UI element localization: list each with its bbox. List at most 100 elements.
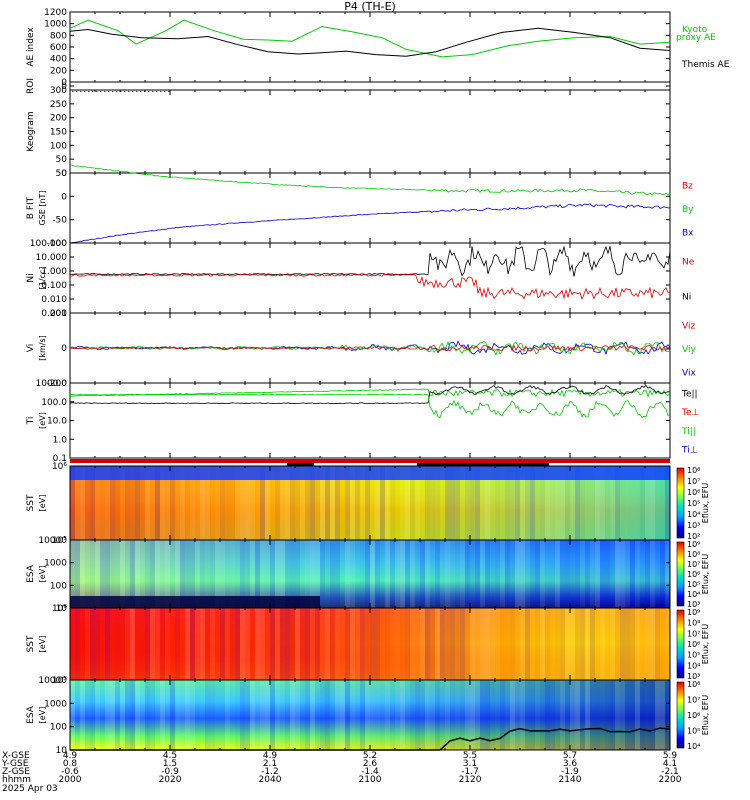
sst-ion-texture xyxy=(245,466,250,540)
esa-ion-texture xyxy=(570,540,575,608)
esa-ion-texture xyxy=(140,540,145,608)
temp-tiperp-line xyxy=(69,393,671,419)
esa-ion-texture xyxy=(145,540,150,608)
roi-point xyxy=(84,91,86,92)
sst-ion-ylabel2: [eV] xyxy=(38,495,47,512)
esa-ion-texture xyxy=(105,540,110,608)
sst-electron-texture xyxy=(215,608,220,680)
sst-electron-ylabel2: [eV] xyxy=(38,636,47,653)
esa-electron-texture xyxy=(340,680,345,750)
sst-electron-texture xyxy=(130,608,135,680)
esa-electron-texture xyxy=(600,680,605,750)
esa-electron-texture xyxy=(105,680,110,750)
keogram-panel-ytick-label: 100 xyxy=(50,141,67,151)
sst-electron-texture xyxy=(295,608,300,680)
esa-electron-texture xyxy=(630,680,635,750)
temp-legend-label: Te⊥ xyxy=(681,408,700,418)
xaxis-value: -2.1 xyxy=(661,767,679,777)
esa-electron-texture xyxy=(270,680,275,750)
sst-electron-texture xyxy=(125,608,130,680)
esa-ion-texture xyxy=(580,540,585,608)
sst-electron-texture xyxy=(165,608,170,680)
sst-electron-texture xyxy=(235,608,240,680)
esa-electron-texture xyxy=(280,680,285,750)
esa-ion-texture xyxy=(505,540,510,608)
sst-electron-texture xyxy=(470,608,475,680)
sst-ion-texture xyxy=(480,466,485,540)
sst-electron-texture xyxy=(250,608,255,680)
esa-electron-texture xyxy=(115,680,120,750)
esa-ion-texture xyxy=(135,540,140,608)
esa-electron-texture xyxy=(240,680,245,750)
keogram-panel-ytick-label: 0 xyxy=(61,169,67,179)
esa-ion-texture xyxy=(300,540,305,608)
sst-electron-colorbar-tick: 10⁶ xyxy=(687,640,700,649)
sst-ion-texture xyxy=(505,466,510,540)
sst-ion-texture xyxy=(385,466,390,540)
sst-electron-texture xyxy=(145,608,150,680)
esa-ion-texture xyxy=(610,540,615,608)
esa-electron-texture xyxy=(500,680,505,750)
sst-ion-colorbar-tick: 10⁵ xyxy=(687,499,700,508)
sst-electron-texture xyxy=(650,608,655,680)
sst-electron-texture xyxy=(220,608,225,680)
roi-point xyxy=(168,91,170,92)
sst-ion-texture xyxy=(215,466,220,540)
sst-electron-texture xyxy=(265,608,270,680)
esa-ion-texture xyxy=(460,540,465,608)
sst-ion-texture xyxy=(175,466,180,540)
bfield-panel-frame xyxy=(69,172,671,244)
sst-ion-colorbar-label: Eflux, EFU xyxy=(701,483,710,524)
esa-electron-texture xyxy=(225,680,230,750)
esa-ion-texture xyxy=(295,540,300,608)
xaxis-value: 2140 xyxy=(559,775,582,785)
bfield-panel-ytick-label: -50 xyxy=(52,216,67,226)
roi-point xyxy=(92,91,94,92)
sst-ion-ylabel: SST xyxy=(26,494,36,511)
sst-ion-texture xyxy=(665,466,670,540)
esa-ion-texture xyxy=(345,540,350,608)
esa-electron-texture xyxy=(425,680,430,750)
esa-electron-texture xyxy=(590,680,595,750)
sst-ion-texture xyxy=(350,466,355,540)
density-panel-ytick-label: 0.100 xyxy=(41,281,67,291)
esa-ion-low-band xyxy=(70,596,320,608)
esa-ion-texture xyxy=(335,540,340,608)
xaxis-value: 0.8 xyxy=(63,759,78,769)
esa-electron-texture xyxy=(230,680,235,750)
sst-electron-texture xyxy=(530,608,535,680)
sst-electron-texture xyxy=(595,608,600,680)
sst-electron-texture xyxy=(585,608,590,680)
sst-electron-texture xyxy=(85,608,90,680)
esa-ion-texture xyxy=(415,540,420,608)
esa-electron-texture xyxy=(465,680,470,750)
sst-electron-texture xyxy=(75,608,80,680)
sst-ion-texture xyxy=(140,466,145,540)
sst-electron-texture xyxy=(565,608,570,680)
ae-panel-frame xyxy=(69,11,671,83)
sst-electron-texture xyxy=(445,608,450,680)
keogram-panel-ytick-label: 150 xyxy=(50,128,67,138)
sst-ion-texture xyxy=(80,466,85,540)
sst-ion-texture xyxy=(240,466,245,540)
sst-ion-texture xyxy=(265,466,270,540)
sst-electron-texture xyxy=(230,608,235,680)
esa-electron-texture xyxy=(415,680,420,750)
xaxis-value: 4.9 xyxy=(63,751,78,761)
esa-electron-texture xyxy=(250,680,255,750)
sst-electron-texture xyxy=(195,608,200,680)
esa-electron-texture xyxy=(200,680,205,750)
esa-ion-texture xyxy=(495,540,500,608)
sst-electron-texture xyxy=(340,608,345,680)
sst-ion-texture xyxy=(445,466,450,540)
esa-electron-texture xyxy=(345,680,350,750)
esa-electron-texture xyxy=(80,680,85,750)
esa-ion-texture xyxy=(375,540,380,608)
esa-ion-texture xyxy=(80,540,85,608)
sst-ion-texture xyxy=(530,466,535,540)
chart-title: P4 (TH-E) xyxy=(344,0,396,13)
density-panel-ytick-label: 10.000 xyxy=(36,253,68,263)
sst-electron-texture xyxy=(580,608,585,680)
density-ni-line xyxy=(69,245,671,277)
